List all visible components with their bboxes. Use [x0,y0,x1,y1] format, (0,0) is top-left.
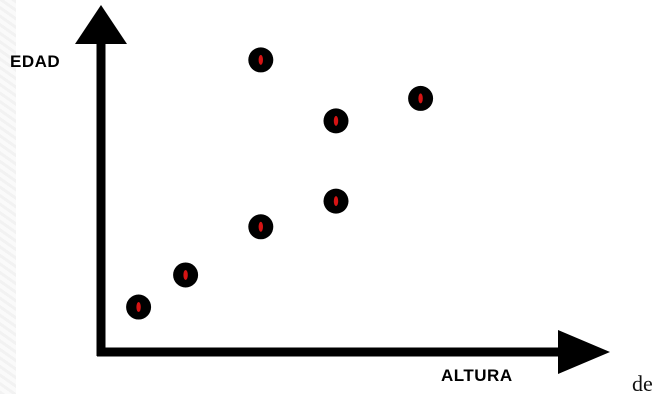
data-point-5-center [258,54,263,65]
data-point-3-center [258,221,263,232]
data-point-4-center [333,196,339,207]
data-point-2-center [183,269,188,280]
data-point-1-center [136,302,141,313]
y-axis-arrowhead [75,5,127,44]
trailing-text: de [632,371,653,396]
y-axis-label: EDAD [10,52,61,71]
data-point-6-center [333,115,339,126]
axes [75,5,610,374]
data-point-7-center [418,93,423,104]
data-points [126,47,434,320]
decorative-hatch-edge [0,0,16,394]
x-axis-arrowhead [558,330,610,374]
x-axis-label: ALTURA [441,366,513,385]
